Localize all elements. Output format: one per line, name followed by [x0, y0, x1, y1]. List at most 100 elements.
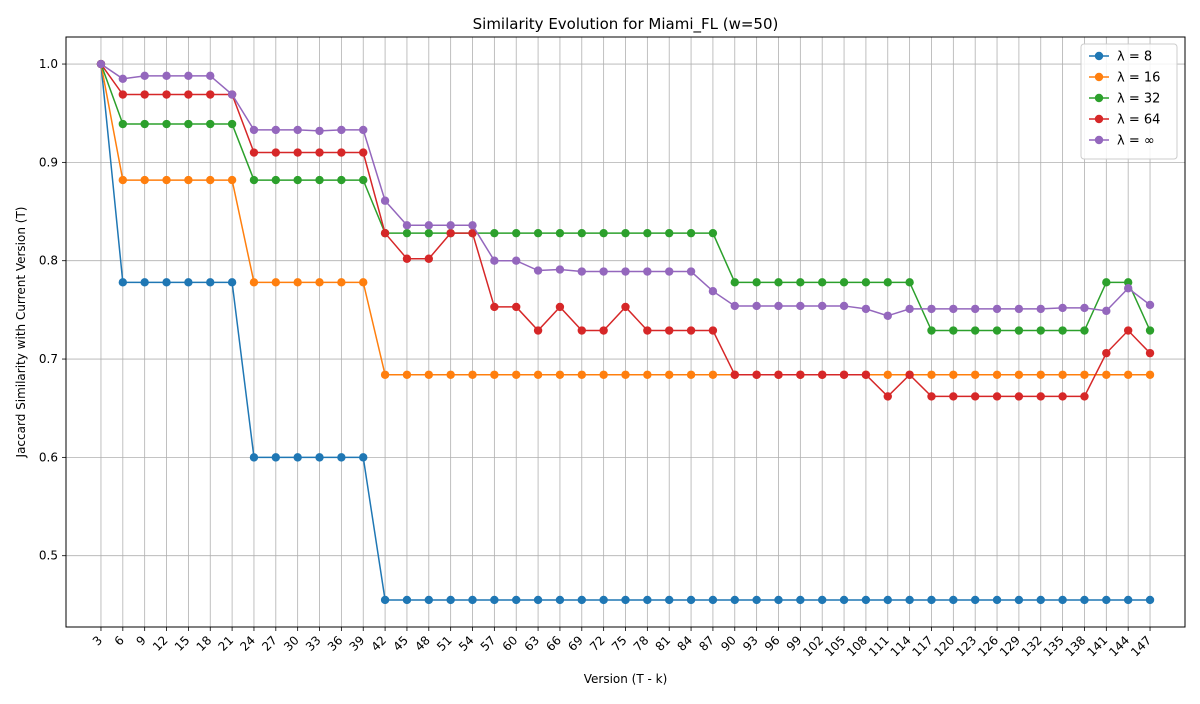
data-point: [577, 326, 586, 335]
data-point: [1036, 595, 1045, 605]
data-point: [1036, 326, 1045, 335]
data-point: [184, 175, 193, 185]
data-point: [949, 304, 958, 314]
data-point: [512, 228, 521, 238]
data-point: [839, 278, 849, 287]
y-tick-label: 0.6: [39, 450, 58, 464]
data-point: [883, 278, 892, 287]
data-point: [1145, 300, 1155, 310]
data-point: [839, 370, 849, 379]
data-point: [1123, 370, 1133, 379]
data-point: [271, 453, 281, 462]
data-point: [424, 370, 433, 379]
data-point: [643, 595, 652, 605]
data-point: [380, 196, 390, 205]
data-point: [337, 175, 346, 185]
data-point: [1145, 348, 1155, 358]
data-point: [184, 278, 193, 287]
data-point: [184, 119, 193, 129]
data-point: [752, 301, 761, 311]
data-point: [162, 278, 171, 287]
data-point: [315, 453, 324, 462]
data-point: [118, 74, 128, 83]
data-point: [424, 595, 433, 605]
data-point: [446, 595, 455, 605]
data-point: [490, 595, 499, 605]
data-point: [730, 301, 739, 311]
data-point: [380, 370, 390, 379]
data-point: [512, 302, 521, 312]
data-point: [686, 326, 696, 335]
x-axis-label: Version (T - k): [584, 672, 668, 686]
data-point: [227, 175, 237, 185]
data-point: [227, 119, 237, 129]
data-point: [796, 370, 805, 379]
legend-item: λ = 32: [1089, 92, 1160, 107]
legend: λ = 8 λ = 16 λ = 32 λ = 64 λ = ∞: [1080, 43, 1178, 160]
data-point: [686, 267, 696, 276]
data-point: [118, 90, 128, 99]
data-point: [927, 392, 936, 401]
data-point: [402, 370, 412, 379]
data-point: [796, 595, 805, 605]
data-point: [490, 228, 499, 238]
data-point: [752, 370, 761, 379]
data-point: [839, 301, 849, 311]
y-tick-label: 0.7: [39, 352, 58, 366]
data-point: [271, 125, 281, 135]
data-point: [927, 370, 936, 379]
data-point: [730, 370, 739, 379]
legend-label: λ = 64: [1117, 113, 1160, 128]
data-point: [599, 267, 608, 276]
data-point: [1145, 370, 1155, 379]
data-point: [227, 278, 237, 287]
data-point: [949, 326, 958, 335]
data-point: [861, 278, 871, 287]
data-point: [249, 453, 259, 462]
data-point: [555, 595, 565, 605]
data-point: [1102, 348, 1111, 358]
data-point: [206, 90, 215, 99]
data-point: [818, 370, 827, 379]
data-point: [271, 175, 281, 185]
data-point: [905, 370, 914, 379]
data-point: [643, 267, 652, 276]
data-point: [1123, 284, 1133, 293]
chart-title: Similarity Evolution for Miami_FL (w=50): [473, 15, 779, 34]
data-point: [818, 595, 827, 605]
data-point: [359, 125, 368, 135]
data-point: [206, 119, 215, 129]
data-point: [118, 278, 128, 287]
data-point: [970, 595, 980, 605]
data-point: [621, 370, 630, 379]
data-point: [1145, 595, 1155, 605]
data-point: [905, 304, 914, 314]
data-point: [140, 278, 149, 287]
data-point: [577, 595, 586, 605]
data-point: [118, 175, 128, 185]
data-point: [818, 278, 827, 287]
data-point: [1036, 392, 1045, 401]
data-point: [490, 302, 499, 312]
data-point: [380, 228, 390, 238]
data-point: [293, 125, 302, 135]
data-point: [708, 595, 718, 605]
data-point: [686, 370, 696, 379]
data-point: [140, 71, 149, 81]
data-point: [708, 370, 718, 379]
data-point: [249, 148, 259, 157]
data-point: [96, 59, 106, 69]
data-point: [774, 301, 783, 311]
data-point: [970, 370, 980, 379]
data-point: [730, 278, 739, 287]
data-point: [992, 595, 1002, 605]
data-point: [184, 90, 193, 99]
data-point: [883, 595, 892, 605]
data-point: [490, 370, 499, 379]
data-point: [992, 370, 1002, 379]
data-point: [359, 175, 368, 185]
data-point: [424, 254, 433, 263]
data-point: [949, 370, 958, 379]
